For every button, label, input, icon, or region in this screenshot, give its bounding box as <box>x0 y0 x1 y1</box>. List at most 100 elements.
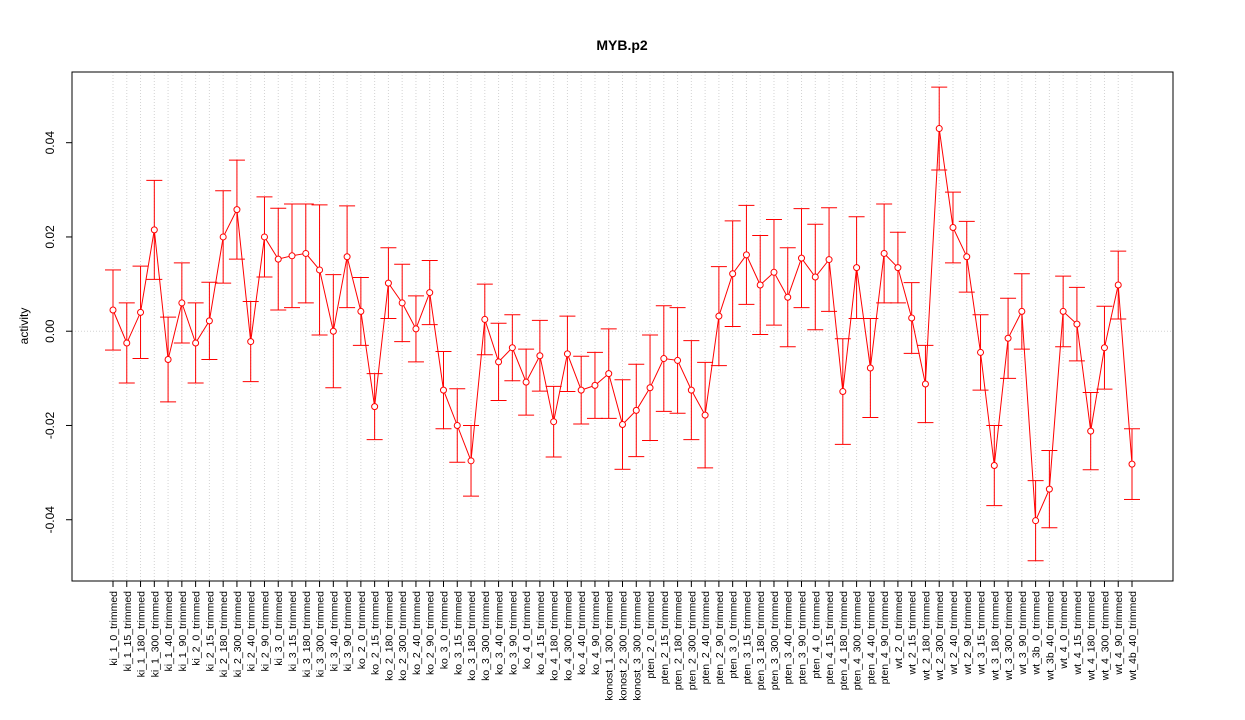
y-axis: -0.04 -0.02 0.00 0.02 0.04 <box>43 131 73 534</box>
x-tick-label: wt_2_0_trimmed <box>893 591 905 670</box>
data-point <box>274 255 282 263</box>
x-tick-label: wt_4_300_trimmed <box>1099 591 1111 681</box>
chart-title: MYB.p2 <box>596 37 648 53</box>
x-tick-label: wt_3_300_trimmed <box>1003 591 1015 681</box>
x-tick-label: ki_1_15_trimmed <box>122 591 134 672</box>
data-point <box>839 388 847 396</box>
data-point <box>550 418 558 426</box>
x-tick-label: ko_2_90_trimmed <box>425 591 437 675</box>
x-tick-label: konost_1_300_trimmed <box>604 591 616 701</box>
y-tick-label: -0.02 <box>43 411 57 439</box>
y-tick-label: -0.04 <box>43 506 57 534</box>
x-tick-label: ki_1_40_trimmed <box>163 591 175 672</box>
x-tick-label: pten_4_40_trimmed <box>865 591 877 685</box>
y-axis-label: activity <box>17 308 31 345</box>
x-tick-label: wt_3_15_trimmed <box>976 591 988 676</box>
x-tick-label: ki_1_180_trimmed <box>136 591 148 678</box>
y-tick-label: 0.04 <box>43 131 57 155</box>
x-tick-label: ko_4_90_trimmed <box>590 591 602 675</box>
data-point <box>853 264 861 272</box>
x-tick-label: ko_3_15_trimmed <box>452 591 464 675</box>
x-tick-label: ki_1_0_trimmed <box>108 591 120 666</box>
data-point <box>811 273 819 281</box>
x-tick-label: ki_3_40_trimmed <box>328 591 340 672</box>
x-tick-label: ki_2_0_trimmed <box>191 591 203 666</box>
x-tick-label: wt_2_40_trimmed <box>948 591 960 676</box>
data-point <box>164 355 172 363</box>
x-tick-label: konost_2_300_trimmed <box>618 591 630 701</box>
data-point <box>701 411 709 419</box>
x-tick-label: pten_3_90_trimmed <box>797 591 809 685</box>
data-point <box>316 266 324 274</box>
data-point <box>770 268 778 276</box>
x-tick-label: pten_3_300_trimmed <box>769 591 781 690</box>
data-point <box>178 299 186 307</box>
data-point <box>784 293 792 301</box>
data-point <box>109 306 117 314</box>
data-point <box>233 206 241 214</box>
x-tick-label: ko_2_300_trimmed <box>397 591 409 681</box>
data-point <box>866 364 874 372</box>
data-point <box>1087 427 1095 435</box>
data-point <box>205 317 213 325</box>
data-point <box>467 457 475 465</box>
x-tick-label: wt_3b_0_trimmed <box>1031 591 1043 676</box>
x-tick-label: pten_4_15_trimmed <box>824 591 836 685</box>
x-tick-label: pten_2_40_trimmed <box>700 591 712 685</box>
x-tick-label: wt_3_90_trimmed <box>1017 591 1029 676</box>
x-tick-label: pten_4_180_trimmed <box>838 591 850 690</box>
data-point <box>949 224 957 232</box>
x-tick-label: wt_4b_40_trimmed <box>1127 591 1139 681</box>
data-point <box>453 421 461 429</box>
data-point <box>687 386 695 394</box>
x-tick-label: ko_3_300_trimmed <box>480 591 492 681</box>
x-tick-label: ki_3_90_trimmed <box>342 591 354 672</box>
data-point <box>935 125 943 133</box>
x-tick-label: pten_3_40_trimmed <box>783 591 795 685</box>
y-tick-label: 0.02 <box>43 225 57 249</box>
data-point <box>674 356 682 364</box>
data-point <box>1128 460 1136 468</box>
data-point <box>302 249 310 257</box>
x-tick-label: pten_2_0_trimmed <box>645 591 657 679</box>
data-point <box>371 403 379 411</box>
data-point <box>1032 517 1040 525</box>
data-point <box>412 325 420 333</box>
y-tick-label: 0.00 <box>43 319 57 343</box>
x-tick-label: ki_3_0_trimmed <box>273 591 285 666</box>
data-point <box>729 270 737 278</box>
x-tick-label: ko_3_180_trimmed <box>466 591 478 681</box>
data-point <box>660 355 668 363</box>
x-tick-label: wt_2_15_trimmed <box>907 591 919 676</box>
x-tick-label: pten_4_300_trimmed <box>852 591 864 690</box>
data-point <box>288 252 296 260</box>
x-tick-label: pten_3_15_trimmed <box>741 591 753 685</box>
data-point <box>508 344 516 352</box>
data-point <box>481 315 489 323</box>
x-tick-label: pten_2_90_trimmed <box>714 591 726 685</box>
x-tick-label: ko_3_0_trimmed <box>438 591 450 669</box>
x-tick-label: ki_3_15_trimmed <box>287 591 299 672</box>
x-tick-label: ki_2_300_trimmed <box>232 591 244 678</box>
x-tick-label: ki_2_15_trimmed <box>204 591 216 672</box>
x-tick-label: ki_1_90_trimmed <box>177 591 189 672</box>
data-point <box>343 253 351 261</box>
data-point <box>522 378 530 386</box>
data-point <box>247 338 255 346</box>
x-tick-label: ki_3_300_trimmed <box>315 591 327 678</box>
data-point <box>1073 320 1081 328</box>
x-tick-label: ko_2_15_trimmed <box>370 591 382 675</box>
x-tick-label: wt_4_0_trimmed <box>1058 591 1070 670</box>
x-tick-label: wt_2_90_trimmed <box>962 591 974 676</box>
x-tick-label: ko_2_0_trimmed <box>356 591 368 669</box>
x-axis: ki_1_0_trimmed ki_1_15_trimmed ki_1_180_tr… <box>108 580 1139 701</box>
data-point <box>798 254 806 262</box>
data-point <box>495 358 503 366</box>
data-point <box>1100 344 1108 352</box>
data-point <box>715 312 723 320</box>
x-tick-label: konost_3_300_trimmed <box>631 591 643 701</box>
data-point <box>756 281 764 289</box>
x-tick-label: ko_3_90_trimmed <box>507 591 519 675</box>
data-point <box>150 226 158 234</box>
